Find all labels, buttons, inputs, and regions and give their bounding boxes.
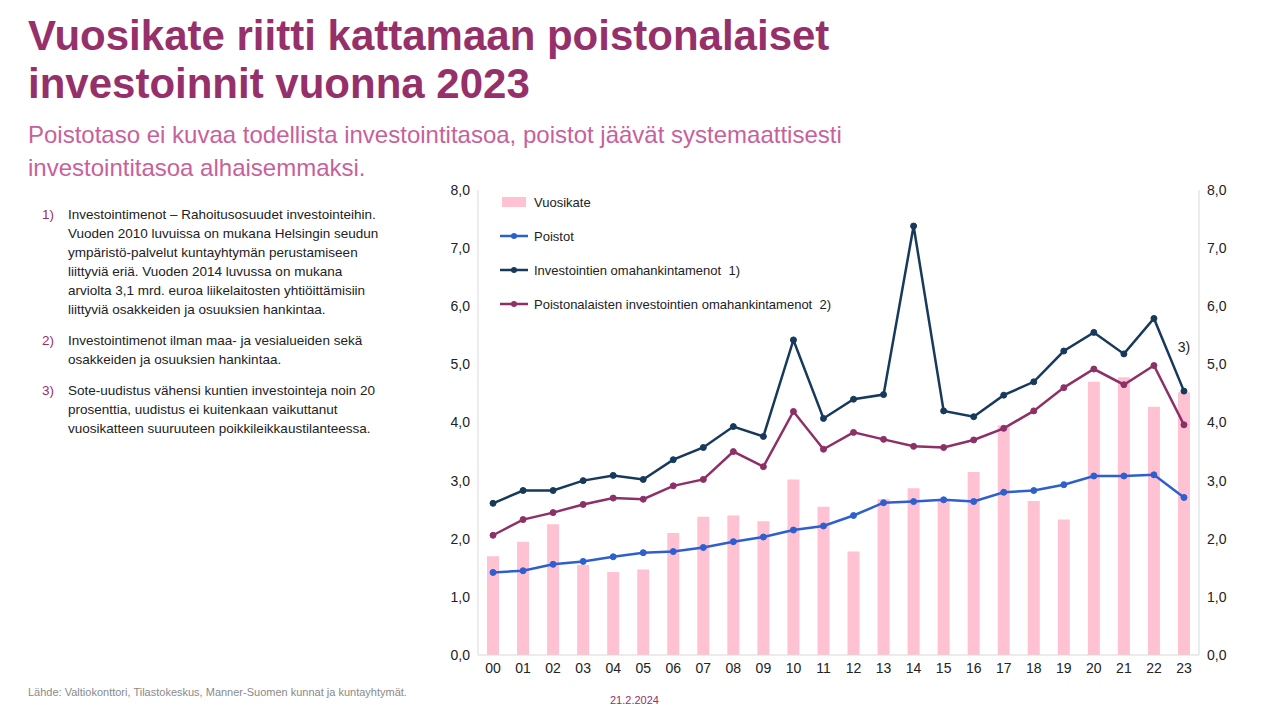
svg-text:0,0: 0,0: [451, 647, 471, 663]
svg-text:22: 22: [1146, 660, 1162, 676]
svg-text:02: 02: [545, 660, 561, 676]
html-text:Sote-uudistus vähensi kuntien: Sote-uudistus vähensi kuntien investoint…: [68, 383, 375, 436]
html-text:Investointimenot – Rahoitusosu: Investointimenot – Rahoitusosuudet inves…: [68, 207, 379, 317]
svg-text:15: 15: [936, 660, 952, 676]
svg-text:6,0: 6,0: [1207, 298, 1227, 314]
svg-text:05: 05: [635, 660, 651, 676]
html-text:Investointien omahankintamenot: Investointien omahankintamenot 1): [534, 262, 740, 278]
html-text:Poistotaso ei kuvaa todellista: Poistotaso ei kuvaa todellista investoin…: [28, 121, 842, 181]
svg-text:10: 10: [786, 660, 802, 676]
svg-text:17: 17: [996, 660, 1012, 676]
html-text:21.2.2024: 21.2.2024: [610, 694, 659, 706]
svg-text:01: 01: [515, 660, 531, 676]
html-text:Vuosikate: Vuosikate: [534, 194, 591, 210]
html-text:2): 2): [42, 333, 54, 348]
svg-text:3,0: 3,0: [1207, 473, 1227, 489]
svg-text:2,0: 2,0: [451, 531, 471, 547]
svg-text:3): 3): [1178, 339, 1190, 355]
svg-text:12: 12: [846, 660, 862, 676]
html-text:3): 3): [42, 383, 54, 398]
svg-text:0,0: 0,0: [1207, 647, 1227, 663]
svg-text:16: 16: [966, 660, 982, 676]
svg-text:1,0: 1,0: [1207, 589, 1227, 605]
svg-text:20: 20: [1086, 660, 1102, 676]
svg-text:8,0: 8,0: [451, 182, 471, 198]
html-text:1): 1): [42, 207, 54, 222]
svg-text:4,0: 4,0: [1207, 414, 1227, 430]
svg-text:19: 19: [1056, 660, 1072, 676]
svg-text:04: 04: [605, 660, 621, 676]
svg-text:06: 06: [665, 660, 681, 676]
svg-text:14: 14: [906, 660, 922, 676]
svg-text:11: 11: [816, 660, 831, 676]
svg-text:07: 07: [696, 660, 712, 676]
svg-text:23: 23: [1176, 660, 1192, 676]
svg-text:18: 18: [1026, 660, 1042, 676]
svg-text:4,0: 4,0: [451, 414, 471, 430]
svg-text:7,0: 7,0: [1207, 240, 1227, 256]
html-text:Poistot: Poistot: [534, 228, 574, 244]
svg-text:7,0: 7,0: [451, 240, 471, 256]
svg-text:03: 03: [575, 660, 591, 676]
svg-text:6,0: 6,0: [451, 298, 471, 314]
svg-text:13: 13: [876, 660, 892, 676]
svg-text:08: 08: [726, 660, 742, 676]
svg-text:21: 21: [1116, 660, 1132, 676]
html-text:Poistonalaisten investointien: Poistonalaisten investointien omahankint…: [534, 296, 831, 312]
html-text:Investointimenot ilman maa- ja: Investointimenot ilman maa- ja vesialuei…: [68, 333, 363, 367]
svg-text:5,0: 5,0: [451, 356, 471, 372]
html-text:Lähde: Valtiokonttori, Tilasto: Lähde: Valtiokonttori, Tilastokeskus, Ma…: [28, 686, 407, 698]
svg-text:1,0: 1,0: [451, 589, 471, 605]
html-text:Vuosikate riitti kattamaan poi: Vuosikate riitti kattamaan poistonalaise…: [28, 12, 830, 107]
svg-text:3,0: 3,0: [451, 473, 471, 489]
svg-text:09: 09: [756, 660, 772, 676]
svg-text:5,0: 5,0: [1207, 356, 1227, 372]
svg-text:00: 00: [485, 660, 501, 676]
svg-text:2,0: 2,0: [1207, 531, 1227, 547]
svg-text:8,0: 8,0: [1207, 182, 1227, 198]
